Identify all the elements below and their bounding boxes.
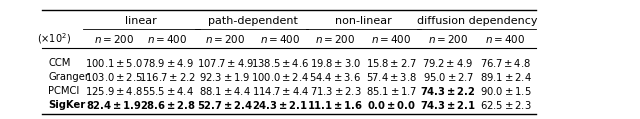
- Text: $\mathbf{52.7\pm2.4}$: $\mathbf{52.7\pm2.4}$: [197, 99, 253, 111]
- Text: $79.2\pm4.9$: $79.2\pm4.9$: [422, 57, 474, 69]
- Text: $90.0\pm1.5$: $90.0\pm1.5$: [480, 85, 531, 97]
- Text: diffusion dependency: diffusion dependency: [417, 16, 537, 26]
- Text: $n = 200$: $n = 200$: [315, 33, 356, 45]
- Text: $\mathbf{24.3\pm2.1}$: $\mathbf{24.3\pm2.1}$: [252, 99, 308, 111]
- Text: $57.4\pm3.8$: $57.4\pm3.8$: [366, 71, 417, 83]
- Text: $76.7\pm4.8$: $76.7\pm4.8$: [480, 57, 531, 69]
- Text: $n = 400$: $n = 400$: [147, 33, 188, 45]
- Text: $55.5\pm4.4$: $55.5\pm4.4$: [142, 85, 193, 97]
- Text: $n = 400$: $n = 400$: [260, 33, 301, 45]
- Text: $89.1\pm2.4$: $89.1\pm2.4$: [480, 71, 531, 83]
- Text: $62.5\pm2.3$: $62.5\pm2.3$: [480, 99, 531, 111]
- Text: $100.1\pm5.0$: $100.1\pm5.0$: [85, 57, 143, 69]
- Text: $n = 200$: $n = 200$: [205, 33, 246, 45]
- Text: $n = 400$: $n = 400$: [371, 33, 412, 45]
- Text: linear: linear: [125, 16, 157, 26]
- Text: $(\times10^{2})$: $(\times10^{2})$: [37, 32, 72, 46]
- Text: $n = 200$: $n = 200$: [93, 33, 134, 45]
- Text: $85.1\pm1.7$: $85.1\pm1.7$: [366, 85, 417, 97]
- Text: $\mathbf{82.4\pm1.9}$: $\mathbf{82.4\pm1.9}$: [86, 99, 142, 111]
- Text: $116.7\pm2.2$: $116.7\pm2.2$: [140, 71, 196, 83]
- Text: path-dependent: path-dependent: [208, 16, 298, 26]
- Text: $125.9\pm4.8$: $125.9\pm4.8$: [85, 85, 143, 97]
- Text: Granger: Granger: [48, 72, 89, 82]
- Text: $\mathbf{28.6\pm2.8}$: $\mathbf{28.6\pm2.8}$: [140, 99, 196, 111]
- Text: $19.8\pm3.0$: $19.8\pm3.0$: [310, 57, 361, 69]
- Text: $92.3\pm1.9$: $92.3\pm1.9$: [200, 71, 251, 83]
- Text: $100.0\pm2.4$: $100.0\pm2.4$: [252, 71, 309, 83]
- Text: $n = 200$: $n = 200$: [428, 33, 468, 45]
- Text: $88.1\pm4.4$: $88.1\pm4.4$: [200, 85, 251, 97]
- Text: $103.0\pm2.5$: $103.0\pm2.5$: [85, 71, 143, 83]
- Text: non-linear: non-linear: [335, 16, 392, 26]
- Text: $138.5\pm4.6$: $138.5\pm4.6$: [252, 57, 309, 69]
- Text: $107.7\pm4.9$: $107.7\pm4.9$: [196, 57, 254, 69]
- Text: $\mathbf{74.3\pm2.1}$: $\mathbf{74.3\pm2.1}$: [420, 99, 476, 111]
- Text: SigKer: SigKer: [48, 100, 85, 110]
- Text: $114.7\pm4.4$: $114.7\pm4.4$: [252, 85, 309, 97]
- Text: $15.8\pm2.7$: $15.8\pm2.7$: [366, 57, 417, 69]
- Text: $\mathbf{74.3\pm2.2}$: $\mathbf{74.3\pm2.2}$: [420, 85, 476, 97]
- Text: $54.4\pm3.6$: $54.4\pm3.6$: [310, 71, 361, 83]
- Text: $n = 400$: $n = 400$: [485, 33, 526, 45]
- Text: $78.9\pm4.9$: $78.9\pm4.9$: [142, 57, 193, 69]
- Text: CCM: CCM: [48, 58, 70, 68]
- Text: PCMCI: PCMCI: [48, 86, 79, 96]
- Text: $71.3\pm2.3$: $71.3\pm2.3$: [310, 85, 361, 97]
- Text: $\mathbf{11.1\pm1.6}$: $\mathbf{11.1\pm1.6}$: [307, 99, 364, 111]
- Text: $\mathbf{0.0\pm0.0}$: $\mathbf{0.0\pm0.0}$: [367, 99, 416, 111]
- Text: $95.0\pm2.7$: $95.0\pm2.7$: [422, 71, 474, 83]
